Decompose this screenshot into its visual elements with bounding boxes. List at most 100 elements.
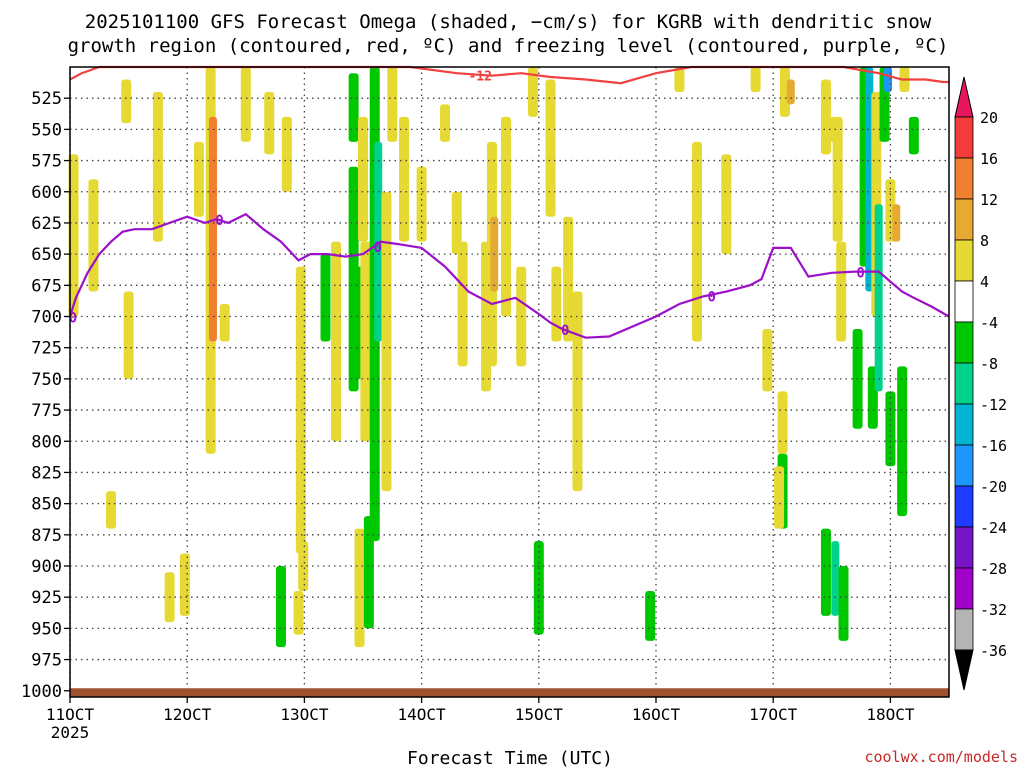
omega-shade-29 (363, 516, 374, 629)
x-tick-label-0: 11OCT (46, 705, 95, 724)
x-axis: 11OCT 12OCT 13OCT 14OCT 15OCT 16OCT 17OCT 18OCT (46, 697, 915, 724)
colorbar-bin-6 (954, 321, 974, 364)
colorbar-bin-13 (954, 608, 974, 651)
y-tick-label-900: 900 (31, 557, 62, 577)
omega-shade-7 (179, 553, 190, 616)
omega-shade-76 (885, 391, 896, 467)
omega-shade-64 (838, 566, 849, 641)
colorbar-bin-1 (954, 116, 974, 159)
x-tick-label-4: 15OCT (515, 705, 564, 724)
y-tick-label-1000: 1000 (21, 682, 62, 702)
colorbar-label-10: -24 (980, 519, 1007, 537)
omega-shade-57 (786, 79, 795, 105)
omega-shade-62 (820, 528, 831, 616)
ground-fill (70, 688, 949, 697)
y-tick-label-550: 550 (31, 120, 62, 140)
omega-shade-53 (762, 328, 773, 392)
x-tick-label-6: 17OCT (749, 705, 798, 724)
x-year-label: 2025 (51, 723, 90, 742)
omega-shade-19 (320, 254, 331, 342)
omega-shade-50 (692, 141, 703, 342)
colorbar-label-4: 4 (980, 273, 989, 291)
colorbar-bin-9 (954, 444, 974, 487)
x-tick-label-2: 13OCT (280, 705, 329, 724)
freezing-level-label-0: 0 (69, 311, 77, 327)
colorbar-label-9: -20 (980, 478, 1007, 496)
omega-shade-44 (545, 79, 556, 217)
omega-shade-32 (399, 116, 410, 242)
y-tick-label-725: 725 (31, 339, 62, 359)
y-tick-label-975: 975 (31, 651, 62, 671)
omega-shade-52 (750, 67, 761, 92)
omega-shade-15 (295, 266, 306, 554)
omega-shade-45 (551, 266, 562, 342)
colorbar-bin-11 (954, 526, 974, 569)
omega-shade-54 (777, 391, 788, 454)
colorbar-label-6: -8 (980, 355, 998, 373)
y-tick-label-575: 575 (31, 152, 62, 172)
colorbar-label-12: -32 (980, 601, 1007, 619)
omega-shade-2 (121, 79, 132, 124)
omega-shade-30 (381, 191, 392, 492)
colorbar-bottom-triangle (954, 649, 974, 691)
colorbar-label-5: -4 (980, 314, 998, 332)
omega-shade-56 (779, 67, 790, 117)
omega-shade-65 (836, 241, 847, 342)
colorbar-top-triangle (954, 76, 974, 118)
omega-shade-58 (774, 466, 785, 529)
omega-shade-28 (374, 141, 383, 342)
y-tick-label-650: 650 (31, 245, 62, 265)
x-tick-label-1: 12OCT (163, 705, 212, 724)
omega-shade-63 (831, 541, 840, 616)
x-tick-label-5: 16OCT (632, 705, 681, 724)
omega-shade-48 (645, 590, 656, 641)
omega-shade-68 (865, 67, 874, 292)
y-tick-label-675: 675 (31, 276, 62, 296)
omega-shade-8 (193, 141, 204, 217)
freezing-level-label-1: 0 (215, 213, 223, 229)
omega-shade-47 (572, 291, 583, 492)
omega-shade-18 (275, 566, 286, 648)
plot-frame (69, 66, 950, 698)
omega-shade-77 (897, 366, 908, 517)
y-tick-label-600: 600 (31, 183, 62, 203)
freezing-level-label-3: 0 (561, 323, 569, 339)
colorbar: 20 16 12 8 4 -4 -8 -12 -16 -20 -24 -28 -32 -36 (954, 76, 1007, 691)
y-tick-label-825: 825 (31, 463, 62, 483)
contour-line-1 (69, 65, 949, 85)
omega-shade-10 (208, 116, 217, 342)
omega-shade-4 (123, 291, 134, 379)
omega-shade-36 (457, 241, 468, 367)
colorbar-label-2: 12 (980, 191, 998, 209)
colorbar-bin-10 (954, 485, 974, 528)
omega-shade-25 (358, 116, 368, 242)
ground-strip (70, 688, 949, 697)
chart-title-line-2: growth region (contoured, red, ºC) and f… (68, 35, 949, 57)
colorbar-bin-4 (954, 239, 974, 282)
dendritic-label: -12 (468, 70, 491, 85)
omega-shade-16 (293, 590, 304, 635)
omega-shade-14 (281, 116, 292, 192)
omega-shade-12 (240, 67, 251, 142)
contour-line-0 (68, 212, 950, 339)
omega-shade-51 (721, 154, 732, 255)
omega-shade-46 (563, 216, 574, 342)
omega-shade-71 (874, 204, 883, 392)
y-tick-label-525: 525 (31, 89, 62, 109)
omega-shade-59 (820, 79, 831, 155)
colorbar-label-1: 16 (980, 150, 998, 168)
freezing-level-label-2: 0 (374, 240, 382, 256)
y-tick-label-800: 800 (31, 432, 62, 452)
colorbar-bin-2 (954, 157, 974, 200)
omega-shade-21 (348, 73, 359, 142)
omega-shade-40 (500, 116, 511, 317)
colorbar-bin-5 (954, 280, 974, 323)
omega-shade-5 (152, 91, 163, 242)
omega-shade-11 (219, 304, 230, 342)
omega-shade-42 (527, 67, 538, 117)
colorbar-bin-7 (954, 362, 974, 405)
x-axis-label: Forecast Time (UTC) (407, 748, 613, 768)
omega-shade-31 (387, 67, 398, 142)
omega-shade-33 (416, 166, 427, 242)
